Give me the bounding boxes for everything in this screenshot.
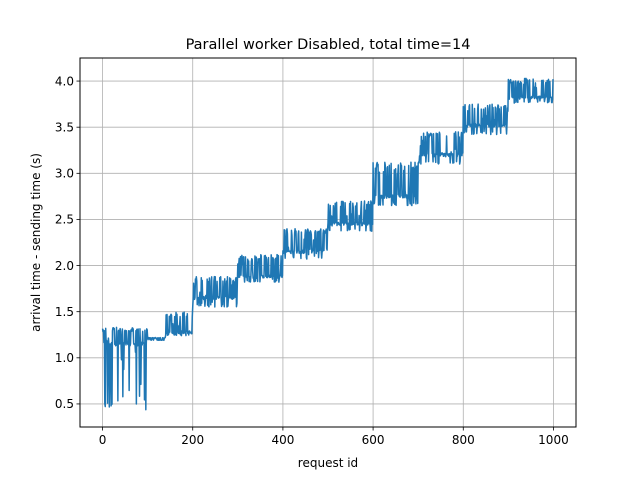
y-axis-label: arrival time - sending time (s) bbox=[29, 153, 43, 332]
plot-frame bbox=[79, 57, 577, 428]
ticks: 0 200 400 600 800 1000 0.5 1.0 1.5 2.0 2.5 3.0 3.5 4.… bbox=[55, 74, 569, 447]
y-tick-label: 1.5 bbox=[55, 305, 74, 319]
y-tick-label: 3.0 bbox=[55, 167, 74, 181]
x-axis-label: request id bbox=[298, 456, 358, 470]
x-tick-label: 0 bbox=[99, 433, 107, 447]
y-tick-label: 1.0 bbox=[55, 351, 74, 365]
y-tick-label: 2.0 bbox=[55, 259, 74, 273]
x-tick-label: 600 bbox=[362, 433, 385, 447]
series-layer bbox=[101, 77, 554, 411]
series-line bbox=[101, 77, 554, 411]
chart-title: Parallel worker Disabled, total time=14 bbox=[186, 37, 471, 53]
x-tick-label: 400 bbox=[271, 433, 294, 447]
y-tick-label: 3.5 bbox=[55, 120, 74, 134]
x-tick-label: 800 bbox=[452, 433, 475, 447]
x-tick-label: 1000 bbox=[538, 433, 569, 447]
y-tick-label: 2.5 bbox=[55, 213, 74, 227]
x-tick-label: 200 bbox=[181, 433, 204, 447]
y-tick-label: 0.5 bbox=[55, 397, 74, 411]
y-tick-label: 4.0 bbox=[55, 74, 74, 88]
